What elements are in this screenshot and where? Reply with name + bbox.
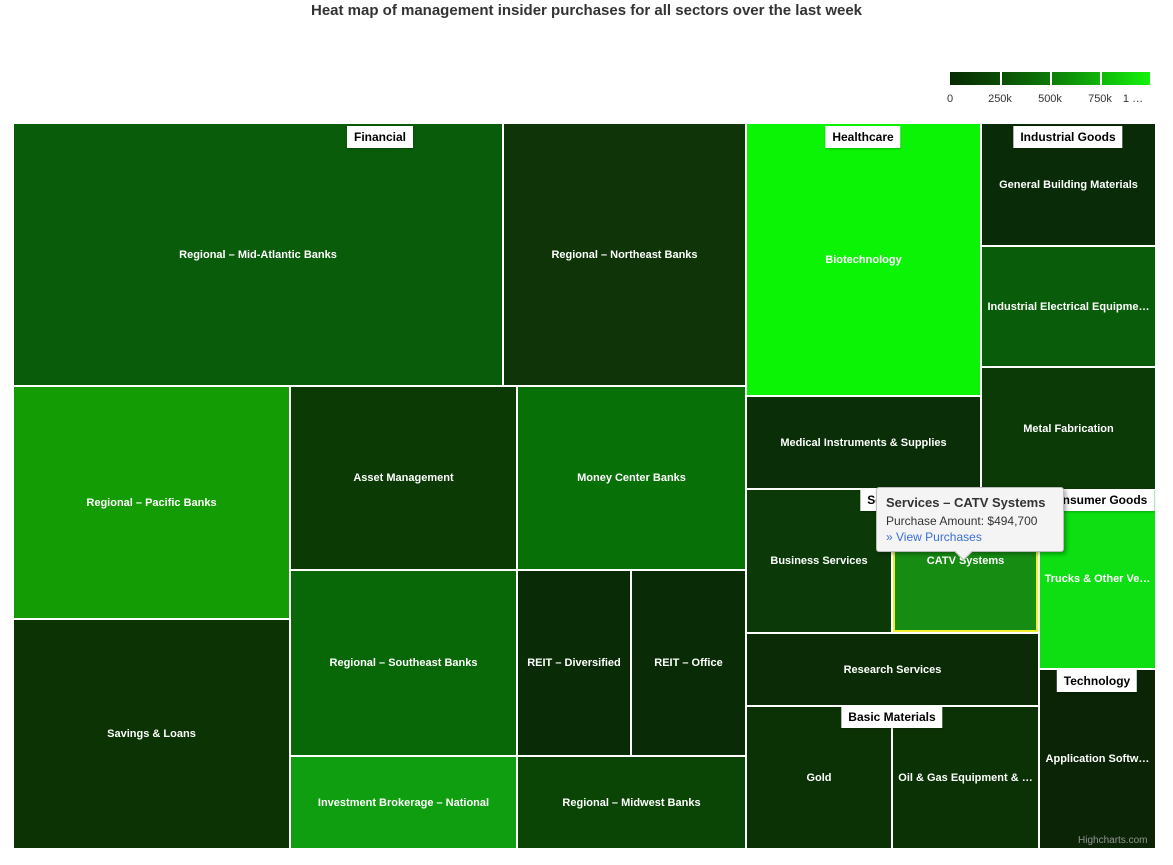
cell-label: REIT – Diversified [527,657,621,669]
cell-label: Regional – Mid-Atlantic Banks [179,248,337,261]
color-axis-gradient-bar[interactable] [950,72,1150,85]
cell-label: General Building Materials [999,178,1138,191]
treemap-cell-investment-brokerage-national[interactable]: Investment Brokerage – National [291,757,516,848]
tooltip: Services – CATV Systems Purchase Amount:… [876,487,1064,561]
cell-label: Savings & Loans [107,728,196,740]
cell-label: CATV Systems [926,555,1005,567]
sector-label-consumer-goods[interactable]: Consumer Goods [1039,489,1155,511]
tooltip-purchase-amount: Purchase Amount: $494,700 [886,514,1038,528]
cell-label: Research Services [843,663,942,676]
treemap-cell-medical-instruments-supplies[interactable]: Medical Instruments & Supplies [747,397,980,488]
chart-title: Heat map of management insider purchases… [310,2,863,19]
cell-label: Medical Instruments & Supplies [780,436,947,449]
legend-tick-line [1050,72,1052,85]
cell-label: Oil & Gas Equipment & … [898,771,1033,784]
cell-label: REIT – Office [654,657,723,669]
sector-label-financial[interactable]: Financial [346,126,414,148]
treemap-cell-regional-pacific-banks[interactable]: Regional – Pacific Banks [14,387,289,618]
treemap-cell-reit-office[interactable]: REIT – Office [632,571,745,755]
legend-tick-label: 0 [946,93,954,105]
cell-label: Regional – Midwest Banks [562,796,701,809]
highcharts-credits-link[interactable]: Highcharts.com [1078,835,1148,846]
treemap-cell-regional-midwest-banks[interactable]: Regional – Midwest Banks [518,757,745,848]
treemap-cell-metal-fabrication[interactable]: Metal Fabrication [982,368,1155,489]
treemap-cell-reit-diversified[interactable]: REIT – Diversified [518,571,630,755]
sector-label-healthcare[interactable]: Healthcare [825,126,901,148]
sector-label-technology[interactable]: Technology [1056,670,1138,692]
cell-label: Regional – Pacific Banks [86,496,217,509]
treemap-cell-regional-northeast-banks[interactable]: Regional – Northeast Banks [504,124,745,385]
cell-label: Metal Fabrication [1023,422,1114,435]
cell-label: Regional – Northeast Banks [551,248,698,261]
cell-label: Investment Brokerage – National [317,796,490,809]
treemap-cell-industrial-electrical-equipme[interactable]: Industrial Electrical Equipme… [982,247,1155,366]
legend-tick-label: 750k [1088,93,1112,105]
legend-tick-line [1100,72,1102,85]
cell-label: Gold [806,771,832,784]
treemap-cell-business-services[interactable]: Business Services [747,490,891,632]
treemap-cell-regional-mid-atlantic-banks[interactable]: Regional – Mid-Atlantic Banks [14,124,502,385]
cell-label: Application Softw… [1045,753,1150,765]
sector-label-basic-materials[interactable]: Basic Materials [841,706,943,728]
tooltip-title: Services – CATV Systems [886,495,1046,510]
treemap-cell-regional-southeast-banks[interactable]: Regional – Southeast Banks [291,571,516,755]
cell-label: Money Center Banks [577,472,686,484]
treemap-cell-biotechnology[interactable]: Biotechnology [747,124,980,395]
sector-label-industrial-goods[interactable]: Industrial Goods [1013,126,1123,148]
treemap-cell-gold[interactable]: Gold [747,707,891,848]
cell-label: Regional – Southeast Banks [329,657,478,669]
cell-label: Trucks & Other Ve… [1044,573,1151,585]
treemap-cell-savings-loans[interactable]: Savings & Loans [14,620,289,848]
treemap-cell-asset-management[interactable]: Asset Management [291,387,516,569]
cell-label: Industrial Electrical Equipme… [987,300,1150,313]
legend-tick-label: 1 … [1122,93,1144,105]
treemap-cell-application-softw[interactable]: Application Softw… [1040,670,1155,848]
treemap-cell-research-services[interactable]: Research Services [747,634,1038,705]
tooltip-view-purchases-link[interactable]: » View Purchases [886,530,982,544]
cell-label: Biotechnology [825,253,902,266]
treemap-cell-money-center-banks[interactable]: Money Center Banks [518,387,745,569]
treemap-cell-oil-gas-equipment[interactable]: Oil & Gas Equipment & … [893,707,1038,848]
legend-tick-label: 250k [988,93,1012,105]
legend-tick-label: 500k [1038,93,1062,105]
cell-label: Business Services [770,555,868,567]
treemap-cell-trucks-other-ve[interactable]: Trucks & Other Ve… [1040,490,1155,668]
legend-tick-line [1000,72,1002,85]
cell-label: Asset Management [353,472,454,484]
